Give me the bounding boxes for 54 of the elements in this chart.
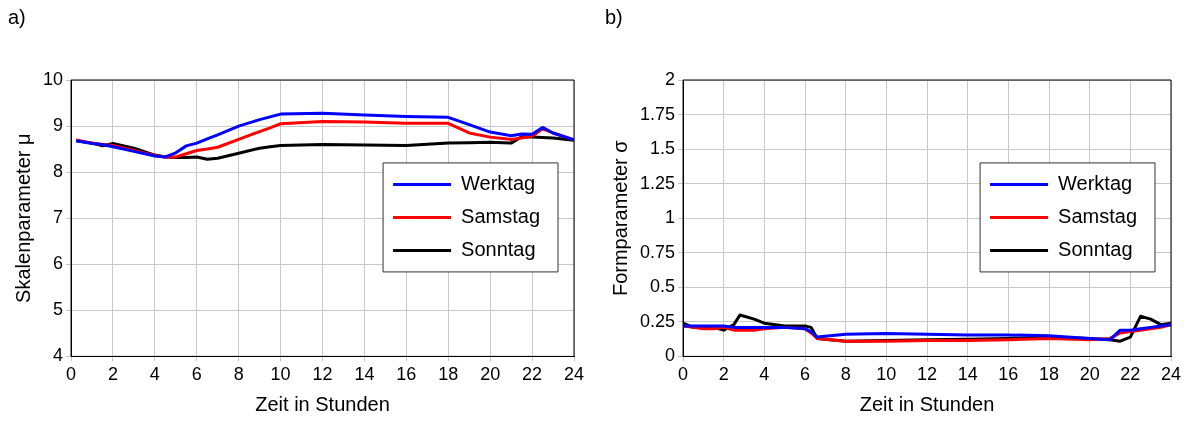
x-tick-label: 16: [396, 364, 417, 385]
y-axis-title: Formparameter σ: [608, 139, 631, 297]
legend-label: Sonntag: [461, 237, 536, 260]
y-tick-label: 4: [53, 345, 64, 366]
x-axis-title: Zeit in Stunden: [859, 392, 995, 415]
y-tick-label: 1.5: [650, 138, 676, 159]
y-tick-label: 1: [665, 207, 676, 228]
x-tick-label: 12: [312, 364, 333, 385]
y-tick-label: 1.75: [639, 103, 676, 124]
x-tick-label: 12: [917, 364, 938, 385]
x-tick-label: 10: [270, 364, 291, 385]
x-tick-label: 0: [678, 364, 689, 385]
y-tick-label: 0.25: [639, 310, 676, 331]
x-tick-label: 20: [480, 364, 501, 385]
y-tick-label: 9: [53, 115, 64, 136]
x-tick-label: 4: [149, 364, 160, 385]
y-tick-label: 5: [53, 299, 64, 320]
x-tick-label: 6: [191, 364, 202, 385]
x-tick-label: 2: [718, 364, 729, 385]
y-tick-label: 2: [665, 68, 676, 89]
legend-label: Werktag: [461, 171, 536, 194]
legend-label: Sonntag: [1058, 237, 1133, 260]
legend-label: Samstag: [461, 204, 541, 227]
y-tick-label: 10: [42, 68, 64, 89]
y-tick-label: 1.25: [639, 172, 676, 193]
y-tick-label: 8: [53, 161, 64, 182]
x-tick-label: 20: [1079, 364, 1100, 385]
x-tick-label: 10: [876, 364, 897, 385]
x-tick-label: 16: [998, 364, 1019, 385]
x-tick-label: 6: [800, 364, 811, 385]
x-tick-label: 18: [1038, 364, 1060, 385]
x-tick-label: 24: [563, 364, 585, 385]
y-tick-label: 0: [665, 345, 676, 366]
y-tick-label: 6: [53, 253, 64, 274]
x-tick-label: 24: [1160, 364, 1182, 385]
y-tick-label: 7: [53, 207, 64, 228]
x-tick-label: 8: [840, 364, 851, 385]
x-tick-label: 14: [957, 364, 978, 385]
legend-label: Samstag: [1058, 204, 1138, 227]
x-tick-label: 18: [438, 364, 459, 385]
y-axis-title: Skalenparameter μ: [11, 133, 34, 303]
x-tick-label: 22: [1120, 364, 1141, 385]
x-tick-label: 4: [759, 364, 770, 385]
x-axis-title: Zeit in Stunden: [255, 392, 390, 415]
legend-label: Werktag: [1058, 171, 1133, 194]
x-tick-label: 22: [522, 364, 543, 385]
x-tick-label: 2: [107, 364, 118, 385]
x-tick-label: 0: [66, 364, 77, 385]
x-tick-label: 14: [354, 364, 375, 385]
chart-title: a): [8, 5, 26, 28]
y-tick-label: 0.75: [639, 241, 676, 262]
y-tick-label: 0.5: [650, 276, 676, 297]
x-tick-label: 8: [233, 364, 244, 385]
chart-title: b): [605, 5, 623, 28]
